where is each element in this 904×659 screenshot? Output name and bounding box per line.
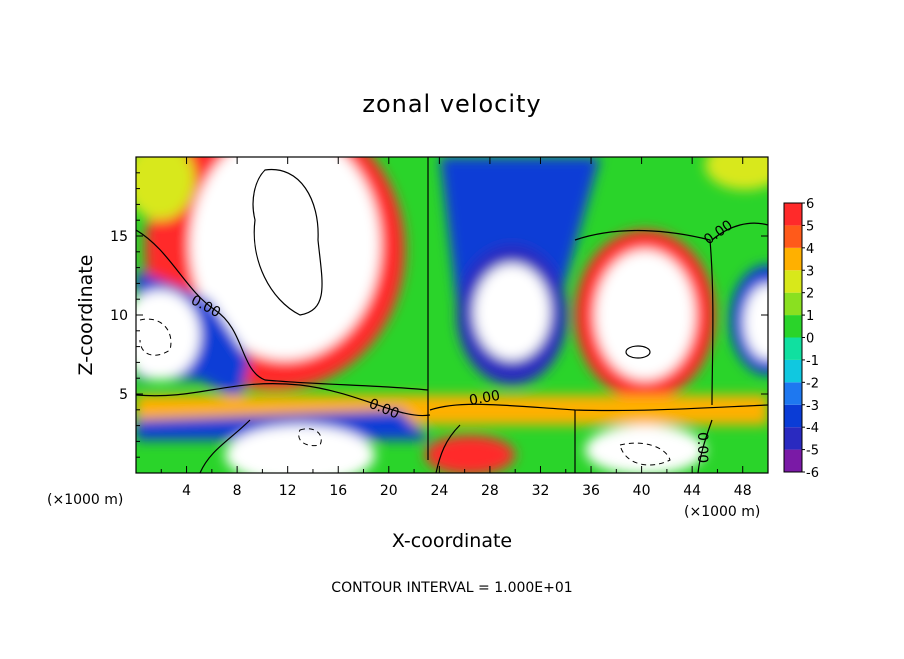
chart-title: zonal velocity	[362, 90, 541, 118]
colorbar-label: -4	[806, 421, 819, 436]
contour-lines	[136, 157, 768, 473]
contour-interval-note: CONTOUR INTERVAL = 1.000E+01	[331, 580, 572, 596]
colorbar-label: -3	[806, 399, 819, 414]
colorbar-swatch	[784, 359, 802, 383]
x-tick-label: 44	[683, 483, 701, 499]
colorbar-swatch	[784, 225, 802, 248]
x-axis-unit-left: (×1000 m)	[47, 492, 123, 508]
x-tick-label: 40	[633, 483, 651, 499]
x-tick-label: 24	[430, 483, 448, 499]
contour-label: 0.00	[468, 388, 501, 409]
x-tick-label: 4	[182, 483, 191, 499]
y-axis-ticks: 5 10 15	[110, 172, 768, 458]
heatmap-field	[136, 157, 768, 473]
x-tick-label: 28	[481, 483, 499, 499]
y-axis-label: Z-coordinate	[75, 255, 97, 376]
colorbar-label: 5	[806, 219, 814, 234]
y-tick-label: 10	[110, 308, 128, 324]
x-tick-label: 16	[329, 483, 347, 499]
x-tick-label: 48	[734, 483, 752, 499]
colorbar-swatch	[784, 270, 802, 293]
negative-contours	[139, 318, 671, 466]
colorbar-label: 2	[806, 287, 814, 302]
x-axis-label: X-coordinate	[392, 530, 512, 552]
x-tick-label: 36	[582, 483, 600, 499]
colorbar-label: -5	[806, 444, 819, 459]
colorbar-label: -2	[806, 376, 819, 391]
x-tick-label: 8	[233, 483, 242, 499]
x-tick-label: 32	[532, 483, 550, 499]
colorbar-swatch	[784, 449, 802, 472]
colorbar: -6 -5 -4 -3 -2 -1 0 1 2 3 4 5 6	[783, 197, 819, 481]
colorbar-label: 0	[806, 332, 814, 347]
x-tick-label: 12	[279, 483, 297, 499]
colorbar-swatch	[784, 203, 802, 226]
colorbar-label: 6	[806, 197, 814, 212]
colorbar-label: 3	[806, 264, 814, 279]
colorbar-swatch	[784, 427, 802, 450]
x-axis-ticks: 4 8 12 16 20 24 28 32 36 40 44 48	[160, 157, 752, 499]
x-axis-unit-right: (×1000 m)	[684, 504, 760, 520]
colorbar-swatch	[784, 337, 802, 360]
colorbar-label: 1	[806, 309, 814, 324]
colorbar-swatch	[784, 382, 802, 405]
x-tick-label: 20	[380, 483, 398, 499]
colorbar-swatch	[784, 292, 802, 316]
colorbar-swatch	[784, 315, 802, 338]
y-tick-label: 5	[119, 387, 128, 403]
colorbar-swatch	[784, 247, 802, 271]
colorbar-label: -1	[806, 354, 819, 369]
contour-label: 0.00	[694, 432, 710, 463]
colorbar-label: 4	[806, 242, 814, 257]
y-tick-label: 15	[110, 229, 128, 245]
colorbar-swatch	[784, 404, 802, 428]
colorbar-label: -6	[806, 466, 819, 481]
